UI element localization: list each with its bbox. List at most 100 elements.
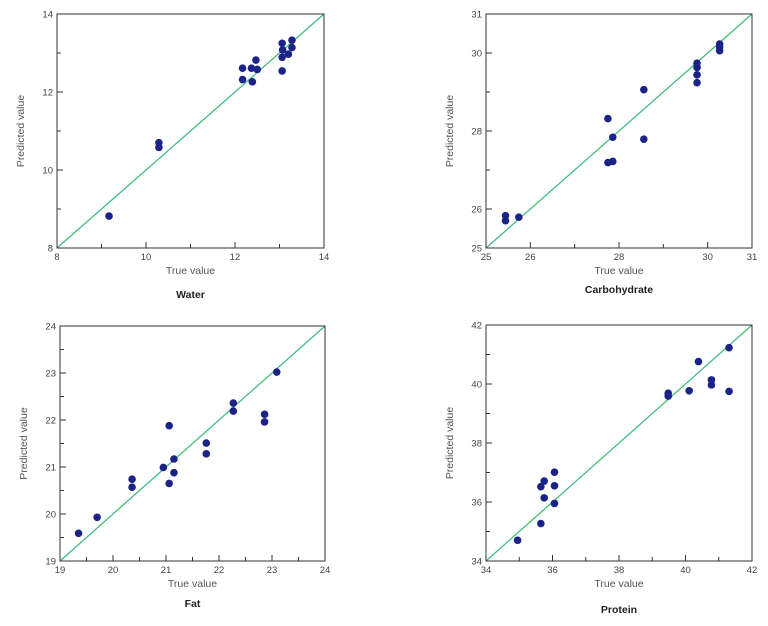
y-tick-label: 42 — [471, 321, 482, 332]
x-tick-label: 38 — [614, 565, 625, 576]
data-point — [725, 343, 733, 352]
identity-line — [485, 324, 753, 562]
y-tick-label: 26 — [471, 205, 482, 216]
data-point — [105, 212, 113, 220]
data-point — [707, 381, 716, 389]
identity-line — [59, 325, 326, 562]
x-tick-label: 19 — [55, 565, 66, 576]
y-tick-label: 10 — [42, 166, 53, 177]
x-tick-label: 42 — [747, 565, 758, 576]
scatter-panel-carbohydrate: 25 26 28 30 31 25 26 28 30 31 True value Predicted … — [444, 10, 757, 297]
data-point — [550, 481, 559, 490]
y-tick-label: 21 — [45, 463, 56, 474]
x-tick-label: 25 — [481, 252, 492, 263]
y-tick-label: 34 — [471, 557, 482, 568]
y-tick-label: 38 — [471, 439, 482, 450]
scatter-panel-water: 8 10 12 14 8 10 12 14 True value Predicted value W… — [15, 10, 329, 302]
data-point — [253, 65, 262, 74]
y-axis-label: Predicted value — [444, 407, 456, 480]
scatter-panel-protein: 34 36 38 40 42 34 36 38 40 42 True value Predicted … — [444, 321, 757, 617]
data-point — [284, 50, 293, 58]
data-point — [74, 529, 83, 538]
x-tick-label: 22 — [214, 565, 225, 576]
data-point — [278, 46, 287, 54]
y-tick-label: 20 — [45, 510, 56, 521]
data-point — [604, 114, 612, 123]
data-point — [640, 85, 648, 94]
y-tick-label: 25 — [471, 244, 482, 255]
data-point — [202, 439, 211, 447]
data-point — [252, 56, 260, 64]
data-point — [128, 483, 136, 492]
x-tick-label: 40 — [680, 565, 691, 576]
data-point — [238, 64, 247, 73]
data-point — [170, 455, 178, 463]
y-tick-label: 23 — [45, 369, 56, 380]
x-tick-label: 8 — [54, 252, 59, 263]
data-point — [278, 53, 286, 62]
x-tick-label: 14 — [319, 252, 330, 263]
data-point — [693, 78, 701, 87]
data-point — [165, 421, 173, 430]
data-point — [693, 71, 701, 79]
data-point — [501, 216, 510, 225]
x-tick-label: 30 — [702, 252, 713, 263]
y-tick-label: 24 — [45, 322, 56, 333]
data-point — [515, 213, 523, 221]
data-point — [247, 64, 256, 73]
y-tick-label: 30 — [471, 49, 482, 60]
scatter-panel-fat: 19 20 21 22 23 24 19 20 21 22 23 24 True value Predic… — [18, 322, 330, 611]
data-point — [540, 494, 548, 502]
data-point — [128, 475, 136, 484]
x-tick-label: 20 — [108, 565, 119, 576]
data-point — [93, 513, 101, 522]
y-tick-label: 40 — [471, 380, 482, 391]
data-point — [537, 519, 545, 528]
data-point — [664, 392, 673, 400]
y-axis-label: Predicted value — [444, 95, 456, 168]
y-axis-label: Predicted value — [18, 407, 30, 480]
x-tick-label: 23 — [267, 565, 278, 576]
data-point — [278, 39, 286, 48]
data-point — [288, 36, 296, 44]
data-point — [165, 479, 173, 488]
data-point — [540, 477, 548, 485]
data-point — [537, 482, 545, 491]
y-axis-label: Predicted value — [15, 95, 27, 168]
data-point — [272, 368, 281, 376]
y-tick-label: 8 — [48, 244, 53, 255]
data-point — [229, 407, 238, 415]
data-point — [170, 468, 178, 477]
x-tick-label: 24 — [320, 565, 331, 576]
y-tick-label: 12 — [42, 88, 53, 99]
panel-title: Water — [176, 289, 205, 301]
panel-title: Protein — [601, 604, 637, 616]
x-tick-label: 28 — [614, 252, 625, 263]
y-tick-label: 19 — [45, 557, 56, 568]
data-point — [260, 418, 269, 426]
y-tick-label: 22 — [45, 416, 56, 427]
panel-title: Fat — [185, 598, 201, 610]
x-tick-label: 36 — [547, 565, 558, 576]
data-point — [693, 63, 701, 72]
y-tick-label: 14 — [42, 10, 53, 21]
data-point — [278, 67, 286, 75]
data-point — [513, 536, 522, 545]
x-tick-label: 12 — [230, 252, 241, 263]
identity-line — [56, 13, 325, 249]
data-point — [550, 499, 559, 508]
x-axis-label: True value — [166, 265, 215, 277]
panel-title: Carbohydrate — [585, 284, 653, 296]
data-point — [155, 143, 163, 152]
data-point — [248, 78, 257, 86]
y-tick-label: 28 — [471, 127, 482, 138]
data-point — [550, 468, 559, 477]
data-point — [202, 450, 211, 458]
data-point — [608, 157, 617, 166]
data-point — [260, 410, 269, 419]
y-tick-label: 36 — [471, 498, 482, 509]
data-point — [288, 43, 296, 52]
x-tick-label: 34 — [481, 565, 492, 576]
data-point — [694, 357, 703, 366]
